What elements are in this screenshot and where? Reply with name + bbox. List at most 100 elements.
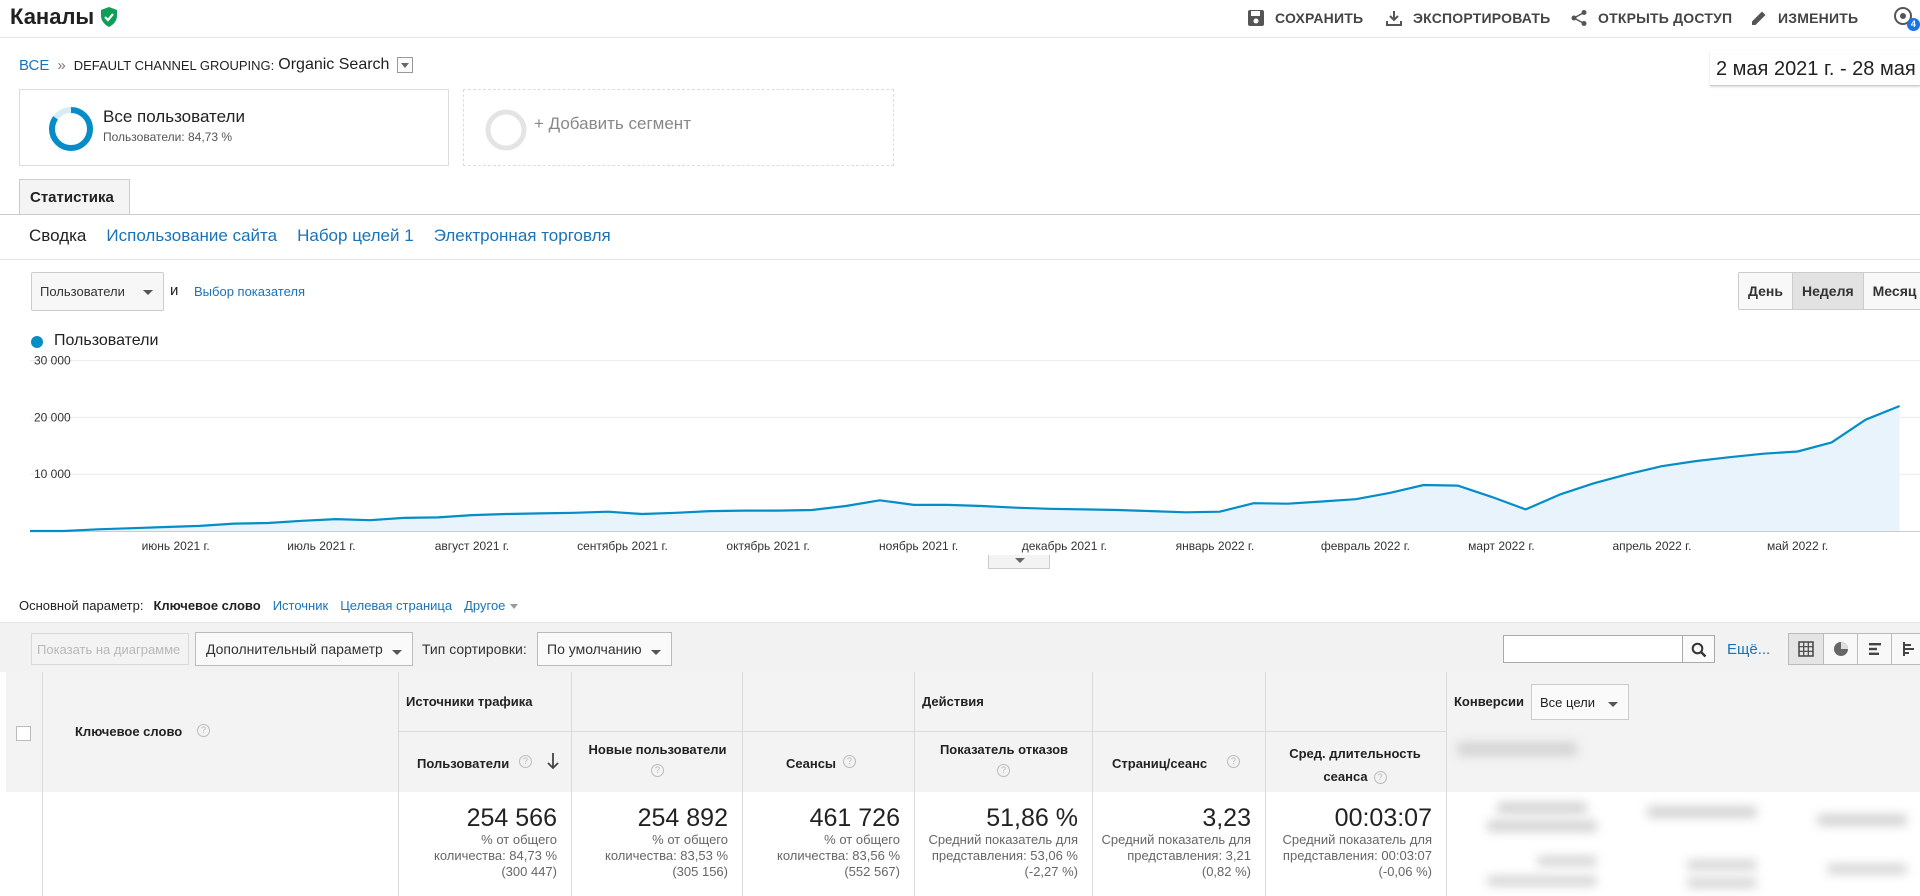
grid-icon: [1798, 641, 1814, 657]
chart-collapse-handle[interactable]: [988, 555, 1050, 569]
save-label: СОХРАНИТЬ: [1275, 10, 1364, 26]
data-table-view-button[interactable]: [1789, 634, 1823, 664]
behavior-group: Действия: [915, 672, 1447, 732]
x-tick-label: январь 2022 г.: [1176, 539, 1255, 553]
subnav-summary[interactable]: Сводка: [29, 226, 87, 245]
performance-view-button[interactable]: [1857, 634, 1891, 664]
pages-per-session-total: 3,23: [1202, 804, 1251, 832]
breadcrumb-dropdown[interactable]: [397, 57, 414, 73]
dimension-landing-page[interactable]: Целевая страница: [340, 598, 453, 613]
x-tick-label: июль 2021 г.: [287, 539, 355, 553]
sessions-column-header[interactable]: Сеансы ?: [743, 732, 915, 792]
dimension-keyword[interactable]: Ключевое слово: [153, 598, 261, 613]
sessions-help-icon[interactable]: ?: [843, 755, 856, 768]
pages-per-session-help-icon[interactable]: ?: [1227, 755, 1240, 768]
comparison-view-button[interactable]: [1891, 634, 1920, 664]
breadcrumb-root-link[interactable]: ВСЕ: [19, 56, 50, 74]
percentage-view-button[interactable]: [1823, 634, 1857, 664]
insights-icon: 4: [1893, 6, 1920, 31]
select-all-checkbox[interactable]: [16, 726, 31, 741]
legend-marker: [31, 336, 43, 348]
save-button[interactable]: СОХРАНИТЬ: [1247, 0, 1363, 36]
bar-list-icon: [1867, 641, 1883, 657]
x-tick-label: февраль 2022 г.: [1321, 539, 1410, 553]
keyword-header[interactable]: Ключевое слово ?: [43, 672, 399, 792]
metric-conjunction: и: [170, 282, 179, 299]
pages-per-session-total-note: Средний показатель для представления: 3,…: [1101, 832, 1251, 879]
x-tick-label: октябрь 2021 г.: [726, 539, 809, 553]
avg-session-duration-total-note: Средний показатель для представления: 00…: [1282, 832, 1432, 879]
period-month-button[interactable]: Месяц: [1862, 273, 1920, 309]
subnav-divider: [0, 259, 1920, 260]
y-tick-label: 10 000: [34, 467, 71, 481]
subnav-site-usage[interactable]: Использование сайта: [106, 226, 278, 245]
users-help-icon[interactable]: ?: [519, 755, 532, 768]
table-search-input[interactable]: [1503, 635, 1683, 663]
search-icon: [1691, 642, 1714, 658]
avg-session-duration-help-icon[interactable]: ?: [1373, 771, 1387, 785]
edit-label: ИЗМЕНИТЬ: [1778, 10, 1859, 26]
breadcrumb-value: Organic Search: [278, 56, 390, 73]
tab-statistics[interactable]: Статистика: [19, 179, 130, 215]
breadcrumb: ВСЕ » DEFAULT CHANNEL GROUPING: Organic …: [19, 56, 414, 74]
x-tick-label: ноябрь 2021 г.: [879, 539, 958, 553]
save-icon: [1247, 9, 1265, 27]
traffic-sources-label: Источники трафика: [406, 694, 533, 709]
edit-button[interactable]: ИЗМЕНИТЬ: [1750, 0, 1858, 36]
segment-ring-icon: [48, 106, 94, 152]
sessions-total-note: % от общего количества: 83,56 % (552 567…: [777, 832, 900, 879]
share-label: ОТКРЫТЬ ДОСТУП: [1598, 10, 1733, 26]
new-users-column-header[interactable]: Новые пользователи ?: [572, 732, 743, 792]
metric-dropdown[interactable]: Пользователи: [31, 272, 164, 311]
breadcrumb-dimension: DEFAULT CHANNEL GROUPING:: [73, 57, 275, 73]
x-tick-label: март 2022 г.: [1468, 539, 1534, 553]
notification-badge: 4: [1907, 18, 1920, 31]
bounce-rate-help-icon[interactable]: ?: [997, 764, 1010, 777]
avg-session-duration-column-header[interactable]: Сред. длительность сеанса?: [1266, 732, 1447, 792]
primary-dimension-bar: Основной параметр: Ключевое слово Источн…: [19, 598, 518, 613]
x-tick-label: декабрь 2021 г.: [1022, 539, 1107, 553]
share-button[interactable]: ОТКРЫТЬ ДОСТУП: [1570, 0, 1732, 36]
period-toggle: День Неделя Месяц: [1738, 272, 1920, 310]
dimension-other-dropdown[interactable]: Другое: [464, 598, 518, 613]
subnav-goal-set-1[interactable]: Набор целей 1: [297, 226, 414, 245]
bounce-rate-column-header[interactable]: Показатель отказов ?: [915, 732, 1093, 792]
x-tick-label: апрель 2022 г.: [1612, 539, 1691, 553]
insights-button[interactable]: 4: [1893, 0, 1920, 36]
period-week-button[interactable]: Неделя: [1792, 273, 1863, 309]
goal-select-dropdown[interactable]: Все цели: [1531, 684, 1629, 720]
pages-per-session-column-header[interactable]: Страниц/сеанс ?: [1093, 732, 1266, 792]
dimension-source[interactable]: Источник: [272, 598, 329, 613]
export-button[interactable]: ЭКСПОРТИРОВАТЬ: [1385, 0, 1550, 36]
bounce-rate-total: 51,86 %: [986, 804, 1078, 832]
new-users-total-note: % от общего количества: 83,53 % (305 156…: [605, 832, 728, 879]
sort-descending-icon[interactable]: [547, 752, 559, 770]
keyword-help-icon[interactable]: ?: [197, 724, 210, 737]
report-header: Каналы СОХРАНИТЬ ЭКСПОРТИРОВАТЬ ОТКРЫТЬ …: [0, 0, 1920, 38]
segment-all-users[interactable]: Все пользователи Пользователи: 84,73 %: [19, 89, 449, 166]
new-users-header-label: Новые пользователи: [588, 742, 727, 757]
conversions-blurred-area: [1447, 792, 1920, 896]
new-users-total: 254 892: [637, 804, 728, 832]
table-search-button[interactable]: [1683, 635, 1715, 663]
legend-label: Пользователи: [54, 332, 159, 349]
secondary-dimension-label: Дополнительный параметр: [206, 641, 383, 657]
users-line-chart: 30 000 20 000 10 000 июнь 2021 г. июль 2021 …: [30, 354, 1920, 553]
conversions-label: Конверсии: [1454, 694, 1524, 709]
date-range-picker[interactable]: 2 мая 2021 г. - 28 мая 2022 г.: [1710, 50, 1920, 86]
series-area: [30, 406, 1900, 531]
y-tick-label: 30 000: [34, 354, 71, 368]
secondary-dimension-dropdown[interactable]: Дополнительный параметр: [195, 632, 413, 666]
sort-type-dropdown[interactable]: По умолчанию: [537, 632, 672, 666]
new-users-help-icon[interactable]: ?: [651, 764, 664, 777]
period-day-button[interactable]: День: [1739, 273, 1792, 309]
table-view-switcher: [1788, 633, 1920, 665]
add-segment-button[interactable]: + Добавить сегмент: [463, 89, 894, 166]
advanced-filter-link[interactable]: Ещё...: [1727, 641, 1771, 658]
show-on-chart-button[interactable]: Показать на диаграмме: [31, 633, 189, 665]
users-column-header[interactable]: Пользователи ?: [399, 732, 572, 792]
subnav-ecommerce[interactable]: Электронная торговля: [433, 226, 611, 245]
select-metric-link[interactable]: Выбор показателя: [194, 284, 305, 299]
behavior-label: Действия: [922, 694, 984, 709]
verified-shield-icon: [99, 6, 119, 28]
